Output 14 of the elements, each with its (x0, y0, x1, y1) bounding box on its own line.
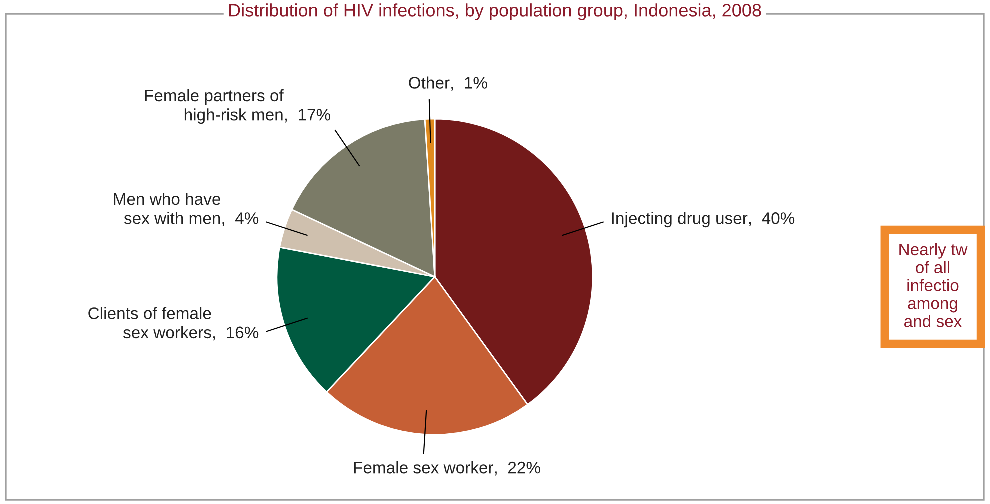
data-label: , 4% (222, 212, 259, 226)
text: Nearly tw of all infectio among and sex (900, 243, 968, 328)
slice-label: Female partners of high-risk men (145, 89, 284, 124)
data-label: , 17% (285, 109, 330, 123)
data-label: , 40% (749, 212, 795, 226)
data-label: , 1% (452, 77, 488, 91)
data-label: , 16% (213, 326, 259, 341)
chart-title: Distribution of HIV infections, by population group, Indonesia, 2008 (230, 4, 762, 20)
slice-label: Injecting drug user (612, 212, 748, 228)
slice-label: Men who have sex with men (114, 192, 220, 224)
slice-label: Other (409, 76, 450, 89)
data-label: , 22% (495, 462, 540, 476)
slice-label: Female sex worker (354, 461, 494, 474)
slice-label: Clients of female sex workers (88, 307, 212, 339)
